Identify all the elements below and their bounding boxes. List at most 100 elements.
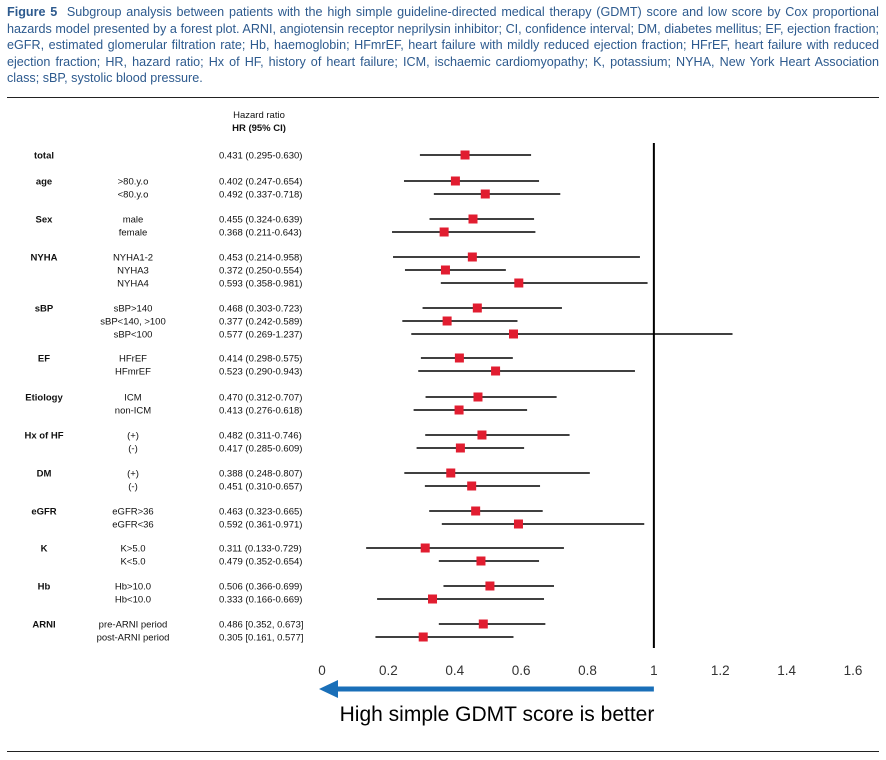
subgroup-label: >80.y.o [118, 177, 149, 188]
subgroup-label: HFmrEF [115, 367, 151, 378]
forest-row: ARNI pre-ARNI period 0.486 [0.352, 0.673] [32, 619, 546, 631]
subgroup-label: sBP<100 [114, 330, 153, 341]
hr-marker [439, 227, 449, 237]
caption-rule [7, 97, 879, 98]
forest-row: non-ICM 0.413 (0.276-0.618) [115, 405, 528, 417]
subgroup-label: K<5.0 [120, 557, 145, 568]
hr-marker [485, 581, 495, 591]
x-tick-label: 1 [650, 663, 658, 678]
x-tick-label: 0.4 [445, 663, 464, 678]
arrow-head [319, 680, 338, 698]
hr-ci-value: 0.368 (0.211-0.643) [219, 228, 302, 239]
forest-row: Sex male 0.455 (0.324-0.639) [36, 214, 535, 226]
subgroup-label: (-) [128, 444, 138, 455]
forest-row: K<5.0 0.479 (0.352-0.654) [120, 556, 540, 568]
hr-marker [480, 189, 490, 199]
hr-header-line1: Hazard ratio [233, 110, 285, 121]
subgroup-label: ICM [124, 393, 142, 404]
hr-ci-value: 0.377 (0.242-0.589) [219, 317, 302, 328]
hr-marker [450, 176, 460, 186]
subgroup-label: non-ICM [115, 406, 152, 417]
forest-row: female 0.368 (0.211-0.643) [119, 227, 536, 239]
forest-row: NYHA3 0.372 (0.250-0.554) [117, 265, 506, 277]
figure-caption: Figure 5 Subgroup analysis between patie… [7, 4, 879, 87]
x-tick-label: 0.6 [512, 663, 531, 678]
hr-marker [455, 443, 465, 453]
hr-marker [508, 329, 518, 339]
hr-ci-value: 0.492 (0.337-0.718) [219, 190, 302, 201]
forest-row: NYHA NYHA1-2 0.453 (0.214-0.958) [31, 252, 640, 264]
hr-marker [454, 405, 464, 415]
subgroup-label: (-) [128, 482, 138, 493]
forest-row: DM (+) 0.388 (0.248-0.807) [37, 468, 590, 480]
hr-marker [478, 619, 488, 629]
hr-marker [440, 265, 450, 275]
subgroup-label: <80.y.o [118, 190, 149, 201]
forest-row: EF HFrEF 0.414 (0.298-0.575) [38, 353, 513, 365]
hr-ci-value: 0.468 (0.303-0.723) [219, 304, 302, 315]
hr-marker [477, 430, 487, 440]
subgroup-label: (+) [127, 431, 139, 442]
x-tick-label: 0.2 [379, 663, 398, 678]
hr-ci-value: 0.311 (0.133-0.729) [219, 544, 302, 555]
x-tick-label: 0 [318, 663, 326, 678]
group-label: ARNI [32, 620, 55, 631]
group-label: NYHA [31, 253, 58, 264]
subgroup-label: sBP>140 [114, 304, 153, 315]
hr-marker [468, 214, 478, 224]
group-label: Hb [38, 582, 51, 593]
hr-ci-value: 0.414 (0.298-0.575) [219, 354, 302, 365]
group-label: Sex [36, 215, 54, 226]
forest-row: eGFR eGFR>36 0.463 (0.323-0.665) [31, 506, 543, 518]
hr-marker [491, 366, 501, 376]
hr-ci-value: 0.455 (0.324-0.639) [219, 215, 302, 226]
hr-marker [454, 353, 464, 363]
hr-ci-value: 0.413 (0.276-0.618) [219, 406, 302, 417]
hr-marker [446, 468, 456, 478]
forest-row: HFmrEF 0.523 (0.290-0.943) [115, 366, 635, 378]
hr-marker [473, 392, 483, 402]
hr-ci-value: 0.388 (0.248-0.807) [219, 469, 302, 480]
hr-ci-value: 0.451 (0.310-0.657) [219, 482, 302, 493]
forest-row: K K>5.0 0.311 (0.133-0.729) [41, 543, 564, 555]
forest-row: sBP sBP>140 0.468 (0.303-0.723) [35, 303, 562, 315]
group-label: Etiology [25, 393, 63, 404]
hr-ci-value: 0.523 (0.290-0.943) [219, 367, 302, 378]
subgroup-label: NYHA1-2 [113, 253, 153, 264]
hr-marker [418, 632, 428, 642]
group-label: total [34, 151, 54, 162]
hr-ci-value: 0.482 (0.311-0.746) [219, 431, 302, 442]
forest-row: post-ARNI period 0.305 [0.161, 0.577] [97, 632, 514, 644]
hr-ci-value: 0.372 (0.250-0.554) [219, 266, 302, 277]
group-label: DM [37, 469, 52, 480]
subgroup-label: HFrEF [119, 354, 147, 365]
hr-ci-value: 0.333 (0.166-0.669) [219, 595, 302, 606]
forest-row: eGFR<36 0.592 (0.361-0.971) [112, 519, 645, 531]
forest-row: <80.y.o 0.492 (0.337-0.718) [118, 189, 561, 201]
subgroup-label: post-ARNI period [97, 633, 170, 644]
hr-marker [420, 543, 430, 553]
subgroup-label: sBP<140, >100 [100, 317, 166, 328]
hr-marker [476, 556, 486, 566]
forest-row: (-) 0.451 (0.310-0.657) [128, 481, 541, 493]
hr-header-line2: HR (95% CI) [232, 123, 286, 134]
hr-marker [513, 519, 523, 529]
hr-marker [467, 252, 477, 262]
group-label: eGFR [31, 507, 56, 518]
subgroup-label: (+) [127, 469, 139, 480]
subgroup-label: male [123, 215, 144, 226]
hr-ci-value: 0.592 (0.361-0.971) [219, 520, 302, 531]
hr-ci-value: 0.402 (0.247-0.654) [219, 177, 302, 188]
forest-row: Hx of HF (+) 0.482 (0.311-0.746) [24, 430, 570, 442]
subgroup-label: NYHA3 [117, 266, 149, 277]
group-label: Hx of HF [24, 431, 63, 442]
group-label: age [36, 177, 52, 188]
hr-ci-value: 0.486 [0.352, 0.673] [219, 620, 304, 631]
subgroup-label: eGFR>36 [112, 507, 153, 518]
x-axis: 0 0.2 0.4 0.6 0.8 1 1.2 1.4 1.6 [318, 663, 862, 678]
x-tick-label: 1.2 [711, 663, 730, 678]
hr-ci-value: 0.463 (0.323-0.665) [219, 507, 302, 518]
forest-row: Hb<10.0 0.333 (0.166-0.669) [115, 594, 545, 606]
hr-ci-value: 0.470 (0.312-0.707) [219, 393, 302, 404]
